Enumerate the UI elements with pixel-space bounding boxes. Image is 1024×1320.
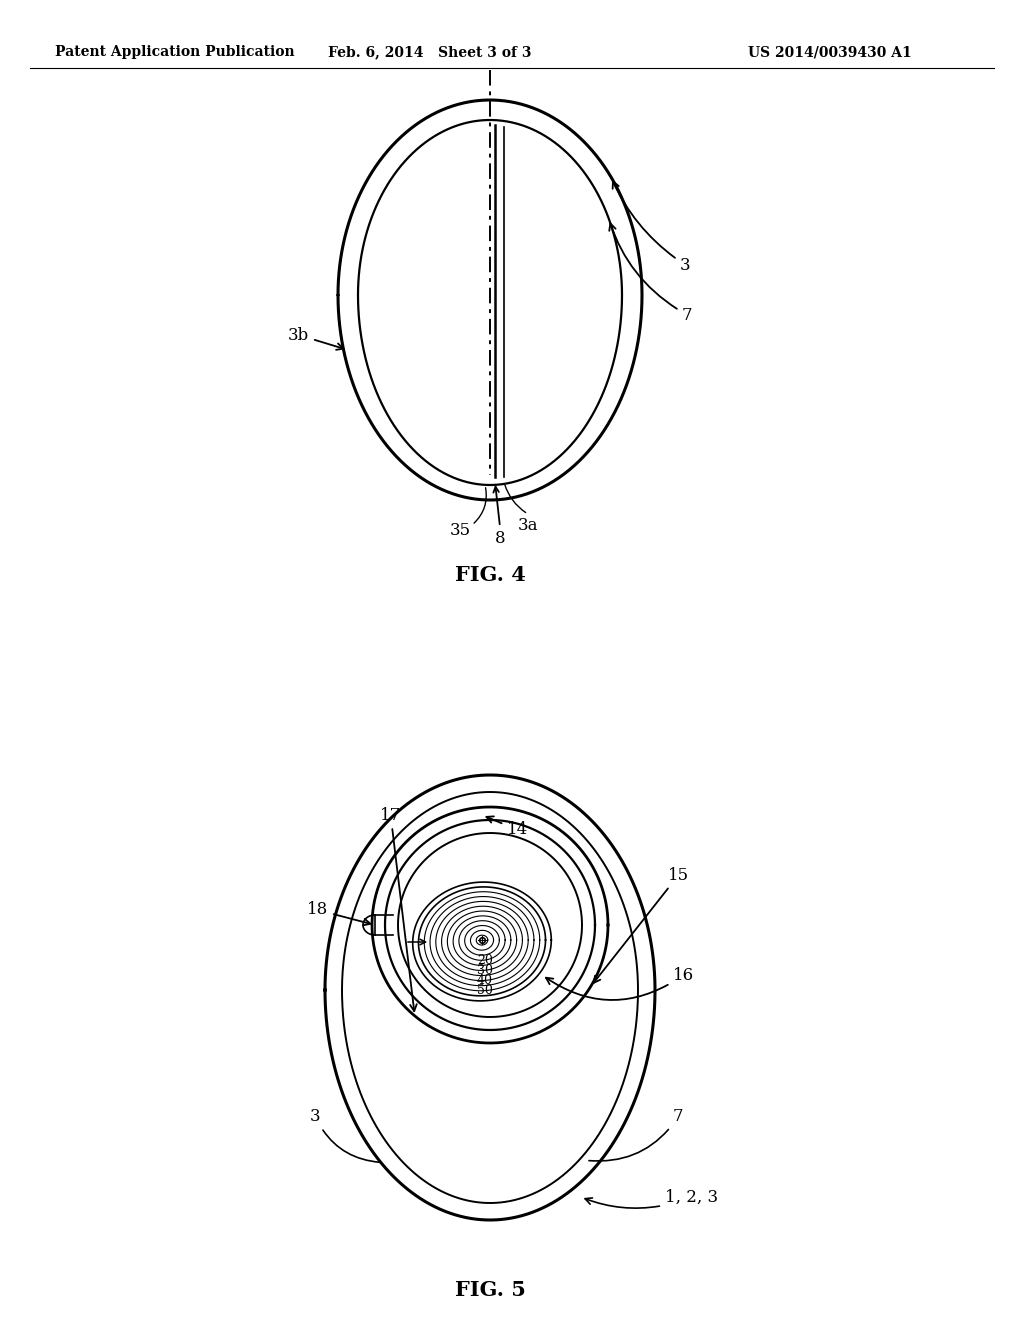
Text: 15: 15 [594, 866, 689, 983]
Text: 17: 17 [380, 807, 417, 1011]
Text: 7: 7 [609, 223, 692, 323]
Text: 35: 35 [450, 521, 471, 539]
Text: 14: 14 [486, 816, 528, 838]
Text: 7: 7 [589, 1107, 684, 1162]
Text: 40: 40 [477, 974, 493, 987]
Text: US 2014/0039430 A1: US 2014/0039430 A1 [749, 45, 912, 59]
Text: 18: 18 [307, 902, 371, 925]
Text: FIG. 4: FIG. 4 [455, 565, 525, 585]
Text: 1, 2, 3: 1, 2, 3 [585, 1188, 718, 1208]
Text: Feb. 6, 2014   Sheet 3 of 3: Feb. 6, 2014 Sheet 3 of 3 [329, 45, 531, 59]
Text: 20: 20 [477, 954, 493, 968]
Text: 8: 8 [495, 531, 505, 546]
Text: 30: 30 [477, 964, 493, 977]
Text: FIG. 5: FIG. 5 [455, 1280, 525, 1300]
Text: 50: 50 [477, 983, 493, 997]
Text: 3: 3 [310, 1107, 380, 1163]
Text: 3b: 3b [288, 326, 343, 350]
Text: 3a: 3a [518, 517, 539, 535]
Text: Patent Application Publication: Patent Application Publication [55, 45, 295, 59]
Text: 16: 16 [546, 966, 694, 1001]
Text: 3: 3 [612, 181, 690, 273]
